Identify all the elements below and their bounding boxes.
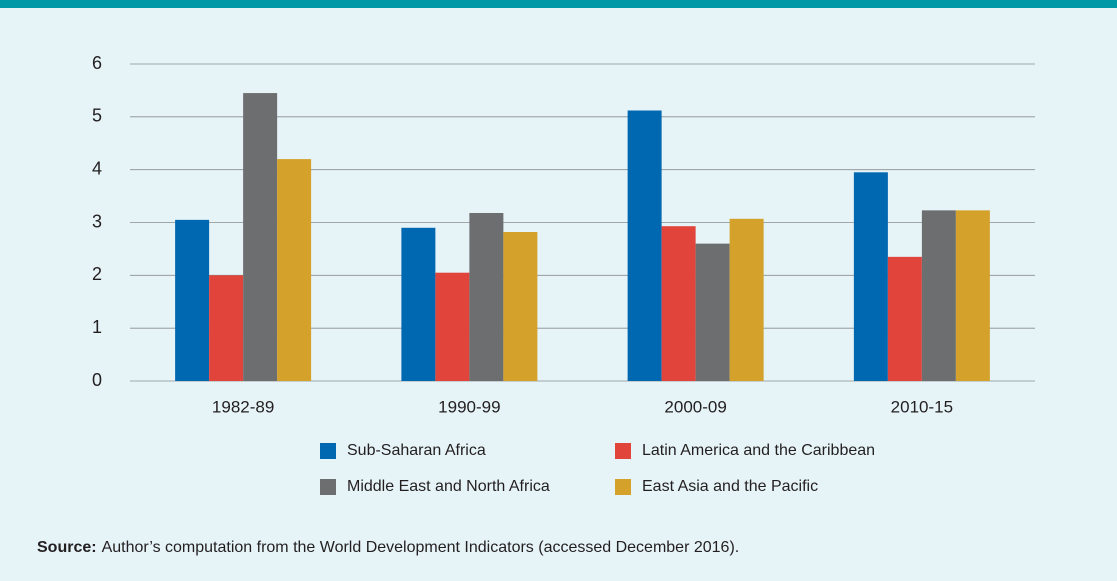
source-text: Author’s computation from the World Deve… <box>102 539 740 556</box>
bar <box>469 212 504 381</box>
legend-swatch <box>615 443 631 459</box>
y-tick-label: 0 <box>92 370 102 390</box>
legend-swatch <box>320 443 336 459</box>
y-tick-label: 6 <box>92 53 102 73</box>
bar <box>243 93 278 381</box>
x-tick-label: 2010-15 <box>891 397 953 416</box>
bar <box>853 172 888 381</box>
x-tick-label: 2000-09 <box>664 397 726 416</box>
bar <box>435 272 470 381</box>
bar <box>921 210 956 381</box>
top-bar <box>0 0 1117 8</box>
y-tick-label: 2 <box>92 264 102 284</box>
bar <box>401 227 436 381</box>
bar <box>209 275 244 381</box>
bar <box>695 243 730 381</box>
source-label: Source: <box>37 539 97 556</box>
legend-label: Latin America and the Caribbean <box>642 442 875 459</box>
bar <box>627 110 662 381</box>
legend-swatch <box>320 479 336 495</box>
bar <box>277 159 312 381</box>
bar <box>661 226 696 381</box>
legend-swatch <box>615 479 631 495</box>
y-tick-label: 1 <box>92 317 102 337</box>
bar <box>887 256 922 381</box>
legend-label: Sub-Saharan Africa <box>347 442 486 459</box>
x-tick-label: 1982-89 <box>212 397 274 416</box>
legend-label: Middle East and North Africa <box>347 478 550 495</box>
source: Source: Author’s computation from the Wor… <box>37 539 739 556</box>
legend-label: East Asia and the Pacific <box>642 478 818 495</box>
y-tick-label: 5 <box>92 106 102 126</box>
bar <box>955 210 990 381</box>
y-tick-label: 3 <box>92 211 102 231</box>
bar <box>175 219 210 381</box>
bar <box>729 218 764 381</box>
x-tick-label: 1990-99 <box>438 397 500 416</box>
y-tick-label: 4 <box>92 158 102 178</box>
bar <box>503 232 538 381</box>
